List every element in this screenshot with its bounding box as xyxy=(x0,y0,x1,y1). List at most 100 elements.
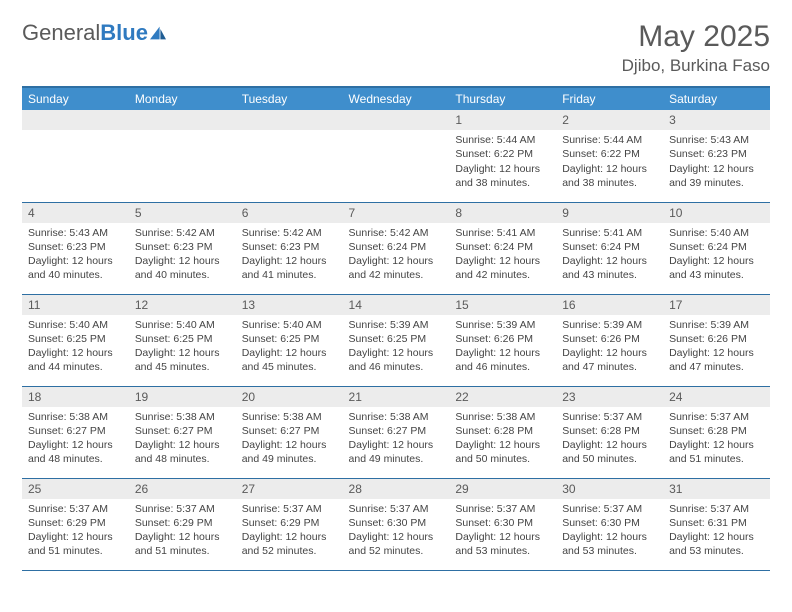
day-details: Sunrise: 5:42 AMSunset: 6:23 PMDaylight:… xyxy=(129,223,236,287)
day-details: Sunrise: 5:37 AMSunset: 6:31 PMDaylight:… xyxy=(663,499,770,563)
logo-sail-icon xyxy=(150,26,166,40)
calendar-day-cell: 25Sunrise: 5:37 AMSunset: 6:29 PMDayligh… xyxy=(22,478,129,570)
daylight-text: Daylight: 12 hours and 46 minutes. xyxy=(455,346,550,374)
sunrise-text: Sunrise: 5:37 AM xyxy=(455,502,550,516)
sunrise-text: Sunrise: 5:40 AM xyxy=(135,318,230,332)
sunrise-text: Sunrise: 5:44 AM xyxy=(562,133,657,147)
weekday-header: Thursday xyxy=(449,87,556,110)
sunrise-text: Sunrise: 5:43 AM xyxy=(28,226,123,240)
day-number: 27 xyxy=(236,479,343,499)
day-number: 26 xyxy=(129,479,236,499)
calendar-day-cell: 12Sunrise: 5:40 AMSunset: 6:25 PMDayligh… xyxy=(129,294,236,386)
calendar-day-cell xyxy=(22,110,129,202)
daylight-text: Daylight: 12 hours and 42 minutes. xyxy=(349,254,444,282)
day-details: Sunrise: 5:37 AMSunset: 6:29 PMDaylight:… xyxy=(129,499,236,563)
sunrise-text: Sunrise: 5:42 AM xyxy=(135,226,230,240)
sunset-text: Sunset: 6:23 PM xyxy=(28,240,123,254)
logo-text-1: General xyxy=(22,20,100,45)
weekday-header: Wednesday xyxy=(343,87,450,110)
sunset-text: Sunset: 6:30 PM xyxy=(455,516,550,530)
weekday-header: Tuesday xyxy=(236,87,343,110)
sunrise-text: Sunrise: 5:38 AM xyxy=(135,410,230,424)
day-number: 12 xyxy=(129,295,236,315)
day-number xyxy=(129,110,236,130)
day-number: 5 xyxy=(129,203,236,223)
day-number: 30 xyxy=(556,479,663,499)
sunrise-text: Sunrise: 5:40 AM xyxy=(28,318,123,332)
sunset-text: Sunset: 6:25 PM xyxy=(242,332,337,346)
logo: GeneralBlue xyxy=(22,20,166,46)
logo-text-2: Blue xyxy=(100,20,148,45)
calendar-table: Sunday Monday Tuesday Wednesday Thursday… xyxy=(22,86,770,571)
calendar-week-row: 11Sunrise: 5:40 AMSunset: 6:25 PMDayligh… xyxy=(22,294,770,386)
daylight-text: Daylight: 12 hours and 40 minutes. xyxy=(135,254,230,282)
calendar-day-cell: 26Sunrise: 5:37 AMSunset: 6:29 PMDayligh… xyxy=(129,478,236,570)
sunrise-text: Sunrise: 5:44 AM xyxy=(455,133,550,147)
calendar-day-cell: 4Sunrise: 5:43 AMSunset: 6:23 PMDaylight… xyxy=(22,202,129,294)
calendar-week-row: 25Sunrise: 5:37 AMSunset: 6:29 PMDayligh… xyxy=(22,478,770,570)
calendar-day-cell: 1Sunrise: 5:44 AMSunset: 6:22 PMDaylight… xyxy=(449,110,556,202)
day-number xyxy=(22,110,129,130)
day-number: 17 xyxy=(663,295,770,315)
day-number: 16 xyxy=(556,295,663,315)
day-number: 23 xyxy=(556,387,663,407)
calendar-day-cell: 22Sunrise: 5:38 AMSunset: 6:28 PMDayligh… xyxy=(449,386,556,478)
sunset-text: Sunset: 6:24 PM xyxy=(562,240,657,254)
logo-text: GeneralBlue xyxy=(22,20,148,46)
day-details: Sunrise: 5:39 AMSunset: 6:26 PMDaylight:… xyxy=(663,315,770,379)
calendar-day-cell xyxy=(236,110,343,202)
day-details: Sunrise: 5:42 AMSunset: 6:23 PMDaylight:… xyxy=(236,223,343,287)
day-details: Sunrise: 5:40 AMSunset: 6:24 PMDaylight:… xyxy=(663,223,770,287)
sunset-text: Sunset: 6:30 PM xyxy=(349,516,444,530)
day-details: Sunrise: 5:38 AMSunset: 6:28 PMDaylight:… xyxy=(449,407,556,471)
daylight-text: Daylight: 12 hours and 53 minutes. xyxy=(455,530,550,558)
sunset-text: Sunset: 6:23 PM xyxy=(242,240,337,254)
day-details: Sunrise: 5:41 AMSunset: 6:24 PMDaylight:… xyxy=(449,223,556,287)
page-title: May 2025 xyxy=(622,20,770,54)
calendar-day-cell: 23Sunrise: 5:37 AMSunset: 6:28 PMDayligh… xyxy=(556,386,663,478)
calendar-day-cell xyxy=(129,110,236,202)
day-details: Sunrise: 5:37 AMSunset: 6:28 PMDaylight:… xyxy=(663,407,770,471)
day-details: Sunrise: 5:37 AMSunset: 6:28 PMDaylight:… xyxy=(556,407,663,471)
calendar-week-row: 4Sunrise: 5:43 AMSunset: 6:23 PMDaylight… xyxy=(22,202,770,294)
day-details: Sunrise: 5:44 AMSunset: 6:22 PMDaylight:… xyxy=(449,130,556,194)
sunrise-text: Sunrise: 5:38 AM xyxy=(28,410,123,424)
day-number: 24 xyxy=(663,387,770,407)
calendar-day-cell: 24Sunrise: 5:37 AMSunset: 6:28 PMDayligh… xyxy=(663,386,770,478)
daylight-text: Daylight: 12 hours and 52 minutes. xyxy=(242,530,337,558)
day-details: Sunrise: 5:40 AMSunset: 6:25 PMDaylight:… xyxy=(22,315,129,379)
sunrise-text: Sunrise: 5:42 AM xyxy=(349,226,444,240)
day-details: Sunrise: 5:37 AMSunset: 6:29 PMDaylight:… xyxy=(22,499,129,563)
calendar-week-row: 1Sunrise: 5:44 AMSunset: 6:22 PMDaylight… xyxy=(22,110,770,202)
sunrise-text: Sunrise: 5:43 AM xyxy=(669,133,764,147)
location-label: Djibo, Burkina Faso xyxy=(622,56,770,76)
day-details: Sunrise: 5:40 AMSunset: 6:25 PMDaylight:… xyxy=(129,315,236,379)
sunset-text: Sunset: 6:27 PM xyxy=(349,424,444,438)
daylight-text: Daylight: 12 hours and 53 minutes. xyxy=(669,530,764,558)
sunset-text: Sunset: 6:27 PM xyxy=(135,424,230,438)
daylight-text: Daylight: 12 hours and 43 minutes. xyxy=(562,254,657,282)
day-details: Sunrise: 5:44 AMSunset: 6:22 PMDaylight:… xyxy=(556,130,663,194)
weekday-header: Sunday xyxy=(22,87,129,110)
sunset-text: Sunset: 6:23 PM xyxy=(135,240,230,254)
sunset-text: Sunset: 6:29 PM xyxy=(28,516,123,530)
daylight-text: Daylight: 12 hours and 46 minutes. xyxy=(349,346,444,374)
sunset-text: Sunset: 6:27 PM xyxy=(28,424,123,438)
calendar-day-cell: 3Sunrise: 5:43 AMSunset: 6:23 PMDaylight… xyxy=(663,110,770,202)
day-number xyxy=(343,110,450,130)
calendar-day-cell: 31Sunrise: 5:37 AMSunset: 6:31 PMDayligh… xyxy=(663,478,770,570)
sunset-text: Sunset: 6:27 PM xyxy=(242,424,337,438)
sunset-text: Sunset: 6:22 PM xyxy=(455,147,550,161)
daylight-text: Daylight: 12 hours and 48 minutes. xyxy=(135,438,230,466)
sunset-text: Sunset: 6:26 PM xyxy=(455,332,550,346)
calendar-day-cell: 8Sunrise: 5:41 AMSunset: 6:24 PMDaylight… xyxy=(449,202,556,294)
weekday-header: Saturday xyxy=(663,87,770,110)
day-number: 19 xyxy=(129,387,236,407)
day-number: 9 xyxy=(556,203,663,223)
day-details: Sunrise: 5:43 AMSunset: 6:23 PMDaylight:… xyxy=(663,130,770,194)
day-number: 8 xyxy=(449,203,556,223)
sunset-text: Sunset: 6:24 PM xyxy=(455,240,550,254)
calendar-day-cell: 11Sunrise: 5:40 AMSunset: 6:25 PMDayligh… xyxy=(22,294,129,386)
day-number: 11 xyxy=(22,295,129,315)
day-details: Sunrise: 5:43 AMSunset: 6:23 PMDaylight:… xyxy=(22,223,129,287)
